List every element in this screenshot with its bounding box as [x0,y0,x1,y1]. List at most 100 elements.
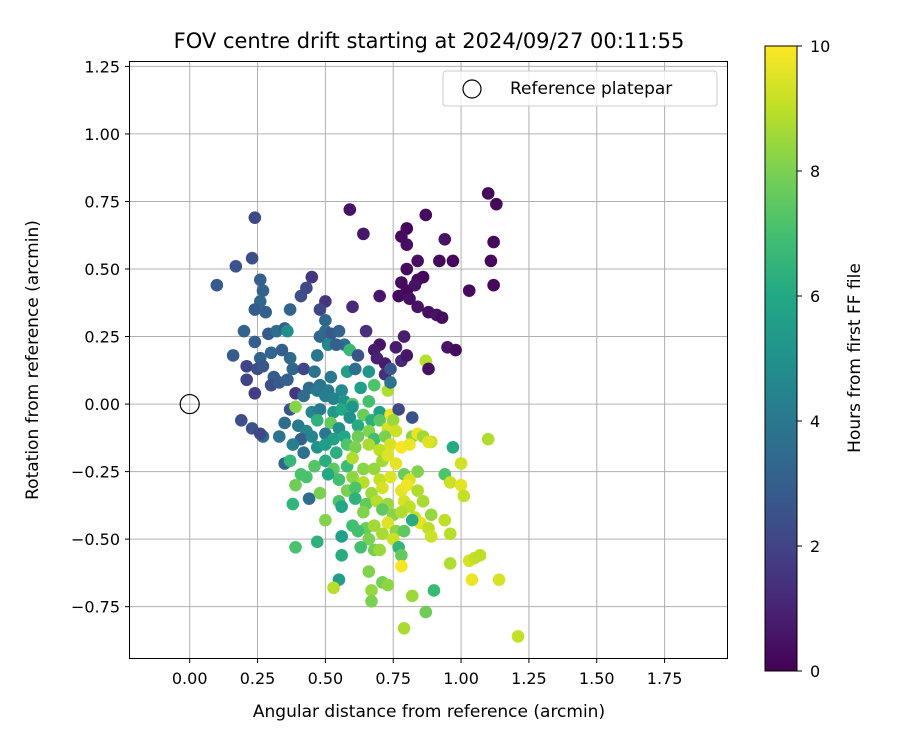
scatter-point [411,300,424,314]
scatter-point [397,330,411,343]
scatter-point [240,373,253,387]
scatter-point [473,549,487,562]
scatter-point [384,376,397,389]
scatter-point [490,197,503,211]
scatter-point [210,278,224,292]
scatter-point [384,362,397,376]
scatter-point [335,549,348,562]
reference-platepar-marker [179,393,200,415]
scatter-point [346,451,359,465]
scatter-point [313,403,327,416]
scatter-point [234,413,248,427]
y-tick-label: 1.25 [84,57,120,76]
scatter-point [362,438,376,451]
scatter-point [424,530,438,543]
scatter-point [329,338,343,351]
scatter-points [179,187,525,643]
colorbar-tick-label: 8 [810,162,820,181]
scatter-point [422,435,435,449]
scatter-point [405,513,419,527]
scatter-point [300,470,313,484]
scatter-point [313,330,327,343]
scatter-point [346,400,359,414]
scatter-point [237,324,251,338]
scatter-point [389,424,403,438]
scatter-point [348,440,362,454]
x-axis-label: Angular distance from reference (arcmin) [253,702,605,722]
scatter-point [297,446,310,459]
scatter-point [253,273,267,287]
scatter-point [373,289,386,303]
y-tick-label: 0.75 [84,192,120,211]
scatter-point [367,462,381,476]
scatter-point [481,432,495,446]
scatter-point [395,505,408,519]
scatter-point [332,324,346,338]
scatter-point [392,289,405,303]
scatter-point [422,362,435,376]
scatter-point [286,362,300,376]
scatter-point [310,535,324,549]
scatter-point [240,359,253,373]
scatter-point [384,438,397,451]
scatter-point [411,465,424,478]
scatter-point [367,378,381,392]
scatter-point [346,470,359,484]
scatter-point [392,403,405,416]
scatter-point [395,549,408,562]
y-tick-label: −0.25 [71,463,120,482]
colorbar [764,45,798,672]
scatter-point [376,527,389,541]
scatter-point [435,311,449,324]
scatter-point [462,284,476,297]
scatter-point [376,481,389,495]
scatter-point [408,278,422,292]
scatter-point [362,365,376,378]
scatter-point [395,559,408,573]
scatter-point [229,260,243,273]
scatter-point [300,281,313,295]
scatter-point [245,251,259,265]
scatter-point [321,468,335,481]
y-tick-label: 1.00 [84,125,120,144]
scatter-point [354,381,367,395]
colorbar-ticks: 0 2 4 6 8 10 [797,37,830,681]
scatter-point [310,349,324,362]
scatter-point [264,346,278,360]
scatter-point [405,589,419,603]
colorbar-tick-label: 4 [810,412,820,431]
scatter-point [343,203,357,216]
x-axis-ticks: 0.00 0.25 0.50 0.75 1.00 1.25 1.50 1.75 [172,658,683,688]
scatter-point [389,457,403,470]
scatter-point [381,449,395,462]
scatter-point [332,473,346,487]
scatter-point [305,430,319,443]
scatter-point [308,365,321,378]
scatter-point [289,400,302,414]
scatter-point [454,478,468,492]
scatter-point [357,505,370,519]
scatter-point [359,324,373,338]
scatter-point [226,349,240,362]
scatter-point [308,459,321,473]
x-tick-label: 1.75 [647,669,683,688]
scatter-point [419,208,433,222]
scatter-point [438,513,452,527]
x-tick-label: 1.00 [443,669,479,688]
scatter-point [365,584,378,597]
scatter-point [283,454,297,468]
scatter-point [405,411,419,424]
scatter-point [283,351,297,365]
scatter-point [481,187,495,200]
scatter-point [248,211,262,224]
scatter-point [362,395,376,408]
colorbar-label: Hours from first FF file [845,263,865,453]
scatter-point [443,527,457,541]
chart-title: FOV centre drift starting at 2024/09/27 … [174,29,685,53]
scatter-point [400,349,414,362]
scatter-point [403,292,416,306]
scatter-point [327,581,340,595]
scatter-point [433,254,446,268]
